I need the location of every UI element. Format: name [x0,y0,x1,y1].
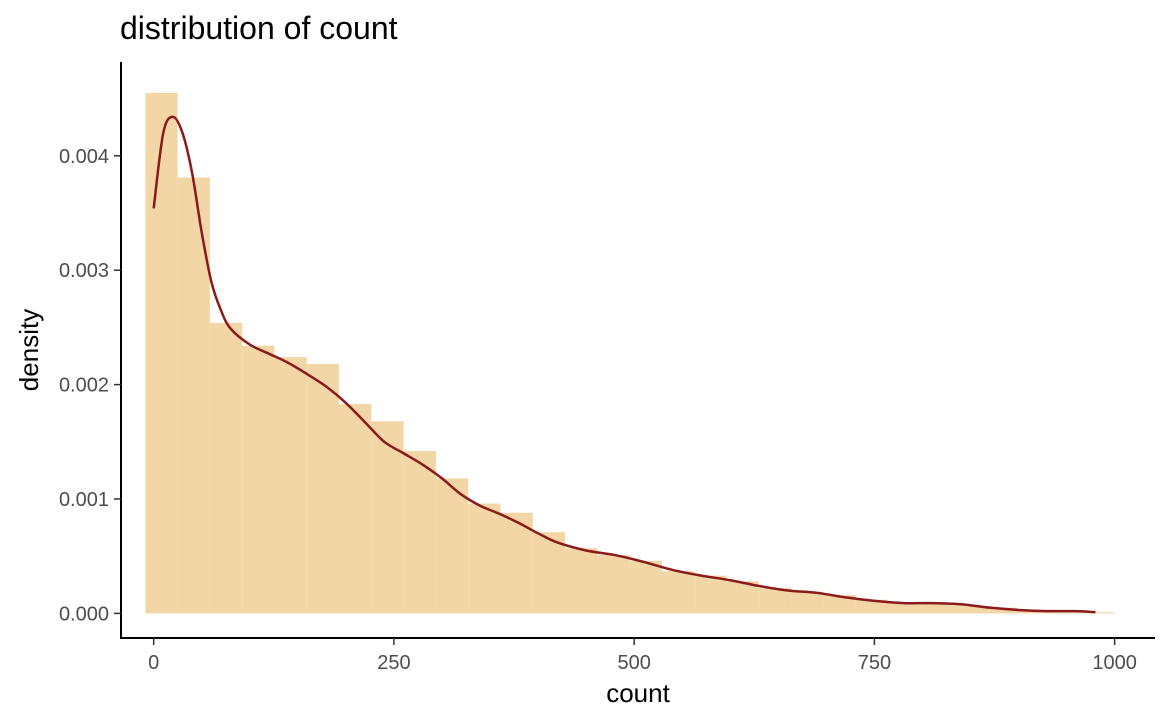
histogram-bar [209,322,243,614]
histogram-bar [694,575,727,614]
histogram-bar [984,607,1018,614]
histogram-bar [920,603,953,614]
histogram-bar [339,404,372,614]
histogram-bar [629,560,662,614]
x-tick-label: 0 [148,652,159,674]
histogram-bar [758,588,792,614]
x-tick-label: 500 [617,652,650,674]
density-curve [152,115,1096,614]
y-tick-label: 0.002 [59,375,109,397]
x-tick-label: 1000 [1092,652,1137,674]
histogram-bar [435,478,469,614]
histogram-bar [532,532,566,614]
y-axis-title: density [14,309,44,391]
histogram-bar [597,555,630,614]
histogram-bar [177,177,210,614]
y-tick-label: 0.001 [59,489,109,511]
histogram-bar [1081,612,1114,614]
histogram-bar [306,364,340,614]
histogram-bar [823,595,856,614]
histogram-bar [403,450,436,614]
x-axis-title: count [606,678,670,708]
histogram-bar [565,548,598,614]
chart-title: distribution of count [120,10,398,46]
histogram-bar [371,421,404,614]
y-tick-label: 0.003 [59,260,109,282]
density-curve-layer [152,115,1096,614]
y-tick-label: 0.004 [59,146,109,168]
histogram-bar [952,605,985,614]
histogram-bar [242,345,275,614]
histogram-bar [726,581,759,614]
y-tick-label: 0.000 [59,603,109,625]
y-axis-ticks: 0.000 0.001 0.002 0.003 0.004 [59,146,121,625]
histogram-bar [274,357,307,614]
histogram-bar [468,503,501,614]
histogram-bars [145,92,1114,614]
x-tick-label: 250 [377,652,410,674]
x-axis-ticks: 0 250 500 750 1000 [148,638,1137,674]
histogram-bar [661,571,695,614]
histogram-bar [500,512,533,614]
histogram-bar [887,603,921,614]
histogram-bar [145,92,178,614]
histogram-bar [855,599,888,614]
histogram-bar [791,591,824,614]
x-tick-label: 750 [858,652,891,674]
